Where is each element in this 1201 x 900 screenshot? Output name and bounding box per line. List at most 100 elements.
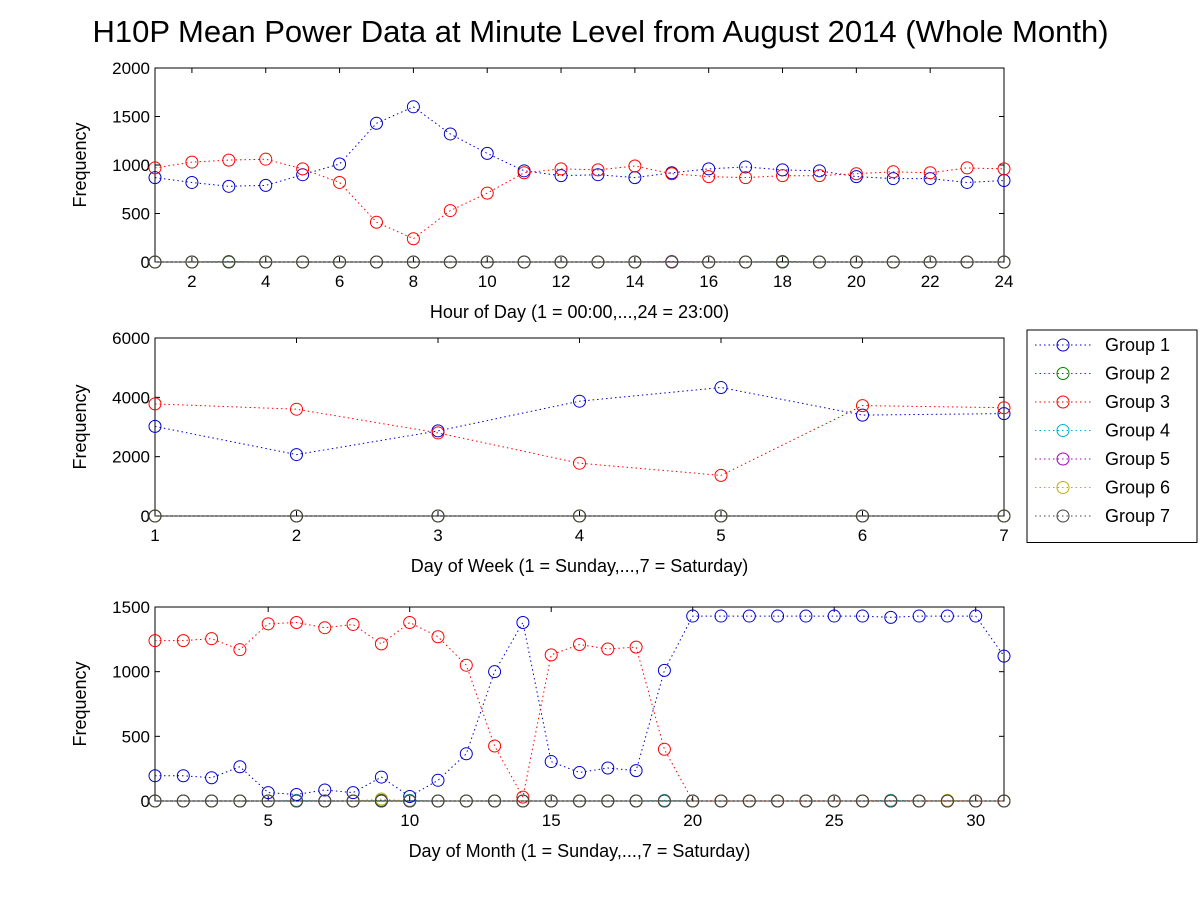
data-point-group-7	[884, 794, 898, 808]
data-point-group-7	[516, 794, 530, 808]
data-point-group-7	[290, 794, 303, 808]
data-point-group-7	[923, 255, 937, 269]
series-line-group-3	[154, 403, 1005, 476]
legend-marker	[1056, 395, 1070, 409]
data-point-group-3	[176, 634, 190, 648]
data-point-group-1	[148, 171, 162, 185]
x-tick-label: 10	[400, 811, 419, 830]
data-point-group-7	[960, 255, 974, 269]
data-point-group-7	[628, 255, 642, 269]
figure-title: H10P Mean Power Data at Minute Level fro…	[92, 14, 1109, 49]
data-point-group-1	[488, 665, 502, 679]
data-point-group-3	[443, 204, 457, 218]
data-point-group-3	[148, 634, 162, 648]
data-point-group-1	[912, 609, 926, 623]
data-point-group-7	[969, 794, 983, 808]
data-point-group-1	[601, 761, 615, 775]
x-tick-label: 18	[773, 272, 792, 291]
data-point-group-7	[480, 255, 494, 269]
data-point-group-3	[406, 232, 420, 246]
data-point-group-7	[369, 255, 383, 269]
data-point-group-1	[259, 178, 273, 192]
legend-box	[1026, 329, 1198, 543]
y-tick-label: 1000	[112, 663, 150, 682]
data-point-group-3	[205, 632, 219, 646]
data-point-group-7	[997, 509, 1011, 523]
data-point-group-3	[517, 166, 531, 180]
x-tick-label: 2	[187, 272, 196, 291]
data-point-group-1	[374, 770, 388, 784]
legend-label: Group 2	[1105, 364, 1170, 384]
x-tick-label: 5	[263, 811, 272, 830]
data-point-group-1	[185, 175, 199, 189]
data-point-group-3	[374, 637, 388, 651]
legend-marker	[1056, 367, 1070, 380]
legend-label: Group 5	[1105, 449, 1170, 469]
data-point-group-7	[771, 794, 785, 808]
x-tick-label: 12	[552, 272, 571, 291]
data-point-group-1	[771, 609, 785, 623]
data-point-group-7	[176, 794, 190, 808]
data-point-group-3	[629, 640, 643, 654]
data-point-group-7	[148, 255, 162, 269]
y-tick-label: 0	[141, 507, 150, 526]
data-point-group-3	[296, 162, 310, 176]
data-point-group-7	[657, 794, 671, 808]
series-line-group-3	[155, 621, 1004, 802]
y-axis-label: Frequency	[70, 122, 90, 207]
data-point-group-1	[997, 649, 1011, 663]
data-point-group-3	[333, 175, 347, 189]
x-tick-label: 30	[966, 811, 985, 830]
legend-marker	[1056, 424, 1070, 437]
data-point-group-7	[856, 794, 869, 808]
x-tick-label: 25	[825, 811, 844, 830]
data-point-group-3	[628, 159, 642, 173]
data-point-group-7	[573, 509, 586, 523]
data-point-group-1	[702, 162, 716, 176]
data-point-group-3	[346, 617, 360, 631]
data-point-group-3	[997, 162, 1011, 176]
data-point-group-1	[657, 663, 671, 677]
data-point-group-1	[148, 769, 162, 783]
data-point-group-7	[488, 794, 502, 808]
y-tick-label: 500	[122, 205, 150, 224]
data-point-group-1	[148, 419, 162, 433]
x-tick-label: 6	[335, 272, 344, 291]
x-tick-label: 5	[716, 526, 725, 545]
data-point-group-3	[960, 161, 974, 175]
data-point-group-7	[544, 794, 558, 808]
data-point-group-3	[997, 401, 1011, 415]
y-tick-label: 0	[141, 253, 150, 272]
data-point-group-7	[739, 255, 753, 269]
data-point-group-7	[259, 255, 273, 269]
data-point-group-7	[849, 255, 863, 269]
data-point-group-3	[714, 468, 728, 482]
legend-marker	[1056, 481, 1070, 494]
data-point-group-3	[459, 658, 473, 672]
data-point-group-7	[812, 255, 826, 269]
y-tick-label: 1000	[112, 156, 150, 175]
data-point-group-1	[290, 788, 303, 802]
y-axis-label: Frequency	[70, 661, 90, 746]
x-tick-label: 20	[847, 272, 866, 291]
data-point-group-7	[290, 509, 303, 523]
data-point-group-1	[205, 771, 219, 785]
data-point-group-7	[799, 794, 813, 808]
subplot-3: 0 500 1000 1500 5 10 15 20 25 30 Day of Month (1 =…	[70, 598, 1011, 861]
x-tick-label: 7	[999, 526, 1008, 545]
data-point-group-7	[686, 794, 700, 808]
data-point-group-1	[406, 100, 420, 114]
data-point-group-7	[185, 255, 199, 269]
data-point-group-1	[997, 407, 1011, 421]
data-point-group-7	[997, 255, 1011, 269]
x-tick-label: 22	[921, 272, 940, 291]
x-tick-label: 15	[542, 811, 561, 830]
data-point-group-1	[940, 609, 954, 623]
data-point-group-1	[403, 789, 417, 803]
data-point-group-7	[333, 255, 347, 269]
data-point-group-7	[459, 794, 473, 808]
data-point-group-1	[176, 769, 190, 783]
data-point-group-3	[222, 153, 236, 167]
legend-marker	[1056, 509, 1070, 523]
data-point-group-3	[403, 616, 417, 630]
